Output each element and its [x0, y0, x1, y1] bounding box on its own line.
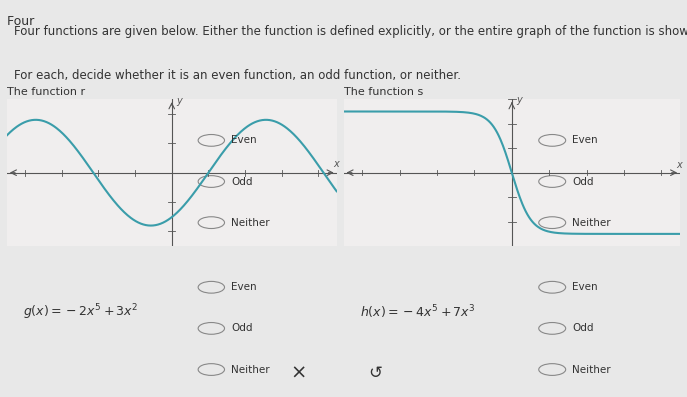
Text: y: y [517, 95, 522, 105]
Text: Neither: Neither [572, 364, 611, 374]
Text: Even: Even [572, 135, 598, 145]
Text: Odd: Odd [572, 324, 594, 333]
Text: The function r: The function r [7, 87, 85, 97]
Text: $h\left(x\right) = -4x^5 + 7x^3$: $h\left(x\right) = -4x^5 + 7x^3$ [361, 303, 476, 321]
Text: Neither: Neither [572, 218, 611, 227]
Text: Odd: Odd [231, 324, 253, 333]
Text: Four functions are given below. Either the function is defined explicitly, or th: Four functions are given below. Either t… [14, 25, 687, 38]
Text: Even: Even [231, 135, 257, 145]
Text: Even: Even [572, 282, 598, 292]
Text: x: x [677, 160, 682, 170]
Text: The function s: The function s [344, 87, 423, 97]
Text: x: x [333, 160, 339, 170]
Text: Odd: Odd [231, 177, 253, 187]
Text: Odd: Odd [572, 177, 594, 187]
Text: y: y [176, 96, 182, 106]
Text: Neither: Neither [231, 218, 270, 227]
Text: Even: Even [231, 282, 257, 292]
Text: ↺: ↺ [368, 364, 382, 382]
Text: Neither: Neither [231, 364, 270, 374]
Text: $g\left(x\right) = -2x^5 + 3x^2$: $g\left(x\right) = -2x^5 + 3x^2$ [23, 303, 139, 322]
Text: ×: × [290, 364, 306, 383]
Text: Four: Four [7, 15, 38, 28]
Text: For each, decide whether it is an even function, an odd function, or neither.: For each, decide whether it is an even f… [14, 69, 461, 83]
